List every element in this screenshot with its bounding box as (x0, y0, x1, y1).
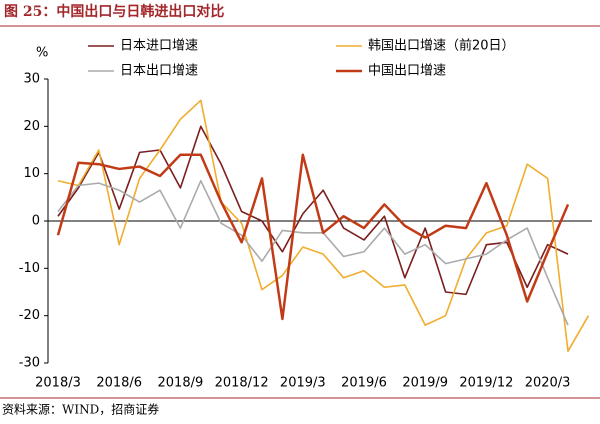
x-tick-label: 2018/9 (158, 376, 204, 391)
legend-label: 日本出口增速 (120, 64, 198, 79)
x-tick-label: 2018/3 (35, 376, 81, 391)
series-line (57, 179, 569, 326)
x-tick-label: 2019/9 (402, 376, 448, 391)
y-tick-label: 20 (23, 119, 40, 134)
x-tick-label: 2020/3 (525, 376, 571, 391)
y-tick-label: -10 (19, 261, 40, 276)
legend-label: 韩国出口增速（前20日） (368, 38, 515, 54)
series-line (57, 99, 590, 352)
legend-label: 日本进口增速 (120, 39, 198, 54)
chart-title: 图 25：中国出口与日韩进出口对比 (4, 3, 224, 20)
y-tick-label: 30 (23, 72, 40, 87)
y-tick-label: 10 (23, 166, 40, 181)
x-tick-label: 2019/12 (459, 376, 513, 391)
x-tick-label: 2018/6 (96, 376, 142, 391)
x-tick-label: 2018/12 (215, 376, 269, 391)
series-line (57, 125, 569, 296)
legend-label: 中国出口增速 (368, 64, 446, 79)
y-axis-label: % (36, 46, 48, 61)
x-tick-label: 2019/3 (280, 376, 326, 391)
x-tick-label: 2019/6 (341, 376, 387, 391)
y-tick-label: 0 (32, 214, 40, 229)
y-tick-label: -30 (19, 356, 40, 371)
series-line (56, 153, 570, 321)
source: 资料来源：WIND，招商证券 (2, 402, 159, 417)
y-tick-label: -20 (19, 308, 40, 323)
